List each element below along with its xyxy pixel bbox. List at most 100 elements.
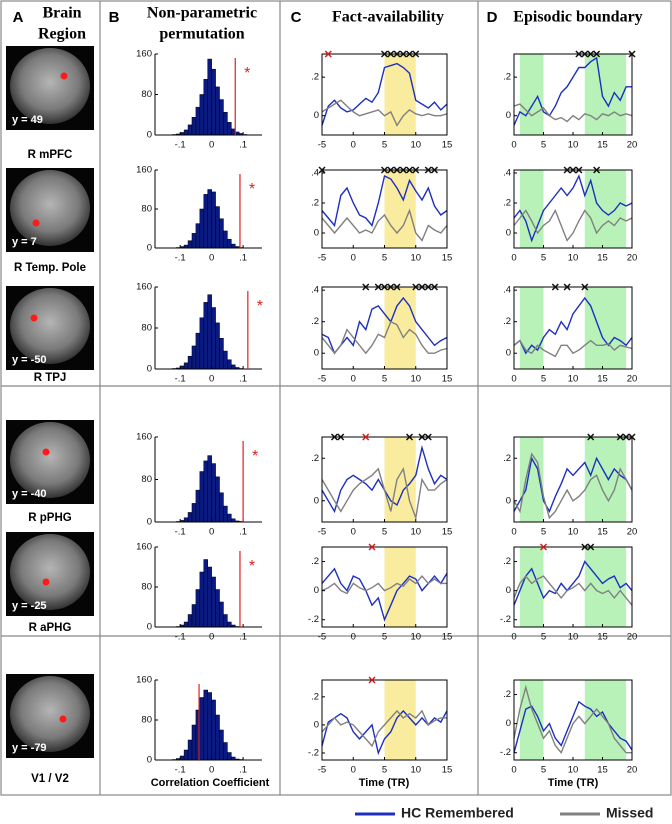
- roi-dot: [59, 715, 67, 723]
- highlight-band: [384, 170, 416, 248]
- x-tick-label: 10: [410, 253, 421, 264]
- x-tick-label: .1: [239, 765, 247, 776]
- significance-marker: [587, 50, 595, 58]
- x-tick-label: .1: [239, 253, 247, 264]
- y-tick-label: 0: [506, 495, 511, 506]
- x-tick-label: -.1: [175, 374, 186, 385]
- y-tick-label: 0: [314, 719, 319, 730]
- significance-star: *: [244, 65, 250, 82]
- x-tick-label: -5: [318, 140, 326, 151]
- histogram-bar: [227, 122, 232, 136]
- y-tick-label: .4: [311, 168, 319, 179]
- x-tick-label: 10: [568, 253, 579, 264]
- y-tick-label: .2: [503, 556, 511, 567]
- y-tick-label: .2: [503, 689, 511, 700]
- series-line: [513, 574, 633, 606]
- y-tick-label: .2: [311, 198, 319, 209]
- histogram-bar: [183, 129, 189, 136]
- significance-marker: [424, 433, 432, 441]
- significance-marker: [569, 166, 577, 174]
- y-tick-label: -.2: [308, 747, 319, 758]
- x-tick-label: -.1: [175, 765, 186, 776]
- x-tick-label: 15: [442, 253, 453, 264]
- y-tick-label: 0: [506, 348, 511, 359]
- histogram-bar: [211, 463, 216, 523]
- panel-title: Non-parametric: [147, 5, 257, 22]
- highlight-band: [519, 54, 544, 135]
- histogram-bar: [187, 124, 193, 136]
- panel-letter: C: [291, 9, 302, 26]
- series-line: [513, 456, 633, 514]
- y-tick-label: -.2: [308, 614, 319, 625]
- slice-coordinate: y = -50: [12, 354, 47, 366]
- histogram-bar: [195, 489, 201, 523]
- histogram-bar: [223, 111, 228, 136]
- panel-title: permutation: [159, 26, 244, 43]
- y-tick-label: 0: [314, 110, 319, 121]
- y-tick-label: 160: [136, 282, 152, 293]
- y-tick-label: .2: [311, 316, 319, 327]
- histogram-bar: [219, 218, 224, 249]
- panel-title: Brain: [42, 5, 81, 22]
- x-tick-label: 20: [627, 253, 638, 264]
- histogram-bar: [191, 604, 197, 628]
- brain-slice: [10, 288, 90, 364]
- significance-marker: [430, 283, 439, 291]
- x-tick-label: 15: [597, 374, 608, 385]
- x-tick-label: 10: [568, 374, 579, 385]
- histogram-bar: [183, 621, 189, 628]
- histogram-bar: [207, 566, 212, 628]
- highlight-band: [519, 680, 544, 760]
- histogram-bar: [219, 338, 224, 370]
- highlight-band: [519, 547, 544, 627]
- significance-marker: [539, 543, 548, 551]
- x-tick-label: 5: [541, 374, 546, 385]
- histogram-bar: [183, 749, 189, 761]
- y-tick-label: 0: [506, 718, 511, 729]
- histogram-bar: [215, 86, 220, 136]
- series-line: [321, 62, 448, 126]
- x-tick-label: 0: [209, 253, 214, 264]
- significance-marker: [593, 50, 601, 58]
- series-line: [513, 684, 632, 755]
- x-tick-label: 20: [627, 765, 638, 776]
- series-line: [513, 174, 633, 243]
- x-tick-label: -.1: [175, 632, 186, 643]
- significance-marker: [412, 50, 420, 58]
- legend-label: Missed: [606, 805, 653, 821]
- y-tick-label: 80: [141, 474, 152, 485]
- x-axis-label: Time (TR): [548, 777, 599, 789]
- y-tick-label: .2: [503, 198, 511, 209]
- x-tick-label: 20: [627, 632, 638, 643]
- x-tick-label: 15: [597, 632, 608, 643]
- x-tick-label: -5: [318, 527, 326, 538]
- x-tick-label: 5: [541, 632, 546, 643]
- histogram-bar: [223, 350, 228, 370]
- x-tick-label: 0: [209, 765, 214, 776]
- x-tick-label: 0: [511, 527, 516, 538]
- y-tick-label: 0: [506, 585, 511, 596]
- significance-marker: [587, 543, 595, 551]
- significance-marker: [418, 433, 426, 441]
- histogram-bar: [207, 692, 212, 761]
- histogram-bar: [199, 471, 205, 523]
- x-tick-label: -.1: [175, 140, 186, 151]
- histogram-bar: [215, 714, 220, 761]
- histogram-bar: [207, 58, 212, 136]
- significance-marker: [581, 543, 589, 551]
- significance-marker: [380, 50, 389, 58]
- histogram-bar: [203, 689, 208, 761]
- series-line: [513, 56, 632, 126]
- significance-marker: [563, 283, 571, 291]
- x-tick-label: 0: [351, 374, 356, 385]
- y-tick-label: 160: [136, 49, 152, 60]
- y-tick-label: .2: [503, 453, 511, 464]
- highlight-band: [384, 437, 416, 522]
- significance-marker: [399, 166, 407, 174]
- significance-marker: [405, 433, 414, 441]
- histogram-bar: [215, 206, 220, 249]
- histogram-bar: [191, 233, 197, 249]
- histogram-bar: [199, 317, 205, 370]
- x-axis-label: Correlation Coefficient: [151, 777, 270, 789]
- histogram-bar: [207, 189, 212, 249]
